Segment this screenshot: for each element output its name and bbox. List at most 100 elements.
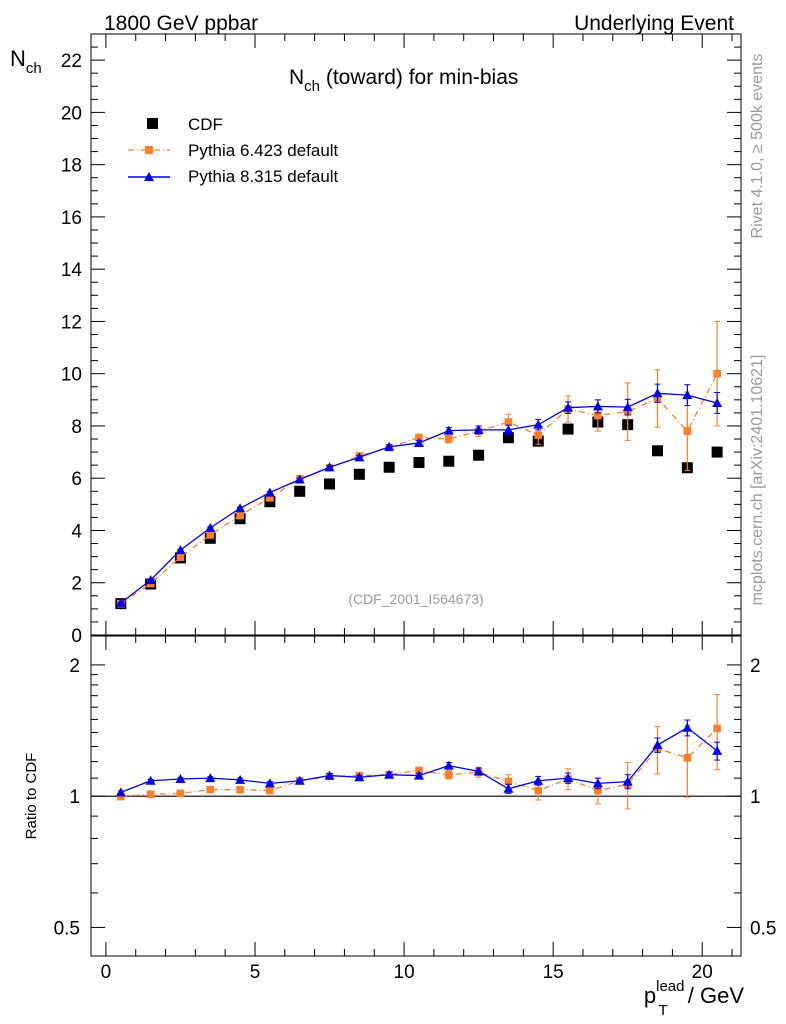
ratio-pythia-8-315-ratio-point xyxy=(533,775,544,785)
main-axes: 0 2 4 6 8 10 12 14 16 18 20 22 xyxy=(61,33,741,647)
ratio-pythia-8-315-ratio-point xyxy=(473,766,484,776)
main-pythia-8-315-default-point xyxy=(294,474,305,484)
ylabel-sub: ch xyxy=(26,60,42,77)
main-ytick-label: 6 xyxy=(71,469,82,490)
ratio-xtick-label: 5 xyxy=(250,962,261,983)
ratio-xtick-label: 15 xyxy=(543,962,564,983)
main-pythia-8-315-default-point xyxy=(682,390,693,400)
header-right-label: Underlying Event xyxy=(574,12,734,35)
main-ytick-label: 22 xyxy=(61,51,82,72)
ratio-ytick-label-right: 0.5 xyxy=(750,918,776,939)
ratio-ytick-label-right: 2 xyxy=(750,656,761,677)
main-cdf-point xyxy=(652,445,664,457)
ratio-ylabel: Ratio to CDF xyxy=(23,753,40,840)
rivet-version-label: Rivet 4.1.0, ≥ 500k events xyxy=(749,54,766,239)
ratio-pythia-8-315-ratio-point xyxy=(264,778,275,788)
main-pythia-8-315-default-point xyxy=(235,503,246,513)
main-cdf-point xyxy=(413,457,425,469)
main-ytick-label: 16 xyxy=(61,208,82,229)
main-ylabel: Nch xyxy=(10,46,42,77)
ratio-pythia-8-315-ratio-point xyxy=(563,773,574,783)
ratio-ytick-label-left: 2 xyxy=(69,656,80,677)
legend-pythia8-marker xyxy=(144,172,154,181)
ratio-pythia-8-315-ratio-point xyxy=(145,775,156,785)
main-cdf-point xyxy=(383,461,395,473)
main-cdf-point xyxy=(502,432,514,444)
main-pythia-6-423-default-point xyxy=(176,553,185,561)
main-pythia-8-315-default-point xyxy=(652,388,663,398)
title-sub: ch xyxy=(304,78,320,95)
main-ytick-label: 0 xyxy=(71,626,82,647)
ratio-pythia-6-423-ratio-point xyxy=(236,785,244,794)
title-rest: (toward) for min-bias xyxy=(320,66,518,89)
ratio-pythia-8-315-ratio-point xyxy=(324,770,335,780)
main-pythia-8-315-default-point xyxy=(533,419,544,429)
main-pythia-8-315-default-point xyxy=(622,402,633,412)
ratio-xtick-label: 10 xyxy=(394,962,415,983)
main-pythia-6-423-default-point xyxy=(236,511,244,520)
main-ytick-label: 20 xyxy=(61,103,82,124)
main-pythia-6-423-default-point xyxy=(594,411,602,420)
ratio-pythia-6-423-ratio-point xyxy=(444,770,453,779)
main-pythia-8-315-default-point xyxy=(264,487,275,497)
ratio-series-group xyxy=(115,694,723,810)
xlabel-rest: / GeV xyxy=(682,983,745,1008)
xlabel-sup: lead xyxy=(656,978,684,995)
ratio-pythia-8-315-ratio-point xyxy=(712,745,723,755)
main-pythia-8-315-default-point xyxy=(443,425,454,435)
main-pythia-6-423-default-line xyxy=(120,373,718,605)
main-pythia-8-315-default-point xyxy=(413,437,424,447)
ratio-ytick-label-right: 1 xyxy=(750,787,761,808)
ratio-pythia-6-423-ratio-point xyxy=(176,789,185,798)
xlabel-sub: T xyxy=(658,1002,667,1019)
main-pythia-6-423-default-point xyxy=(444,435,453,443)
legend-cdf-label: CDF xyxy=(188,115,223,134)
main-ytick-label: 12 xyxy=(61,312,82,333)
main-pythia-6-423-default-point xyxy=(266,494,274,502)
ratio-pythia-6-423-ratio-point xyxy=(206,785,215,794)
ratio-pythia-8-315-ratio-point xyxy=(682,722,693,732)
main-cdf-point xyxy=(324,478,336,490)
main-cdf-point xyxy=(473,449,485,461)
main-pythia-8-315-default-point xyxy=(205,522,216,532)
ratio-pythia-8-315-ratio-point xyxy=(294,775,305,785)
mcplots-source-label: mcplots.cern.ch [arXiv:2401.10621] xyxy=(749,355,766,606)
main-pythia-8-315-default-point xyxy=(175,545,186,555)
x-axis-label: plead T / GeV xyxy=(644,978,744,1019)
ratio-pythia-6-423-ratio-point xyxy=(415,766,423,775)
main-ytick-label: 4 xyxy=(71,521,82,542)
main-pythia-6-423-default-point xyxy=(206,531,215,539)
ratio-pythia-8-315-ratio-point xyxy=(354,772,365,782)
ratio-pythia-6-423-ratio-point xyxy=(594,786,602,795)
ratio-pythia-8-315-ratio-point xyxy=(115,787,126,797)
ratio-pythia-8-315-ratio-point xyxy=(503,783,514,793)
ratio-pythia-6-423-ratio-point xyxy=(713,724,721,733)
ratio-ytick-label-left: 0.5 xyxy=(54,918,80,939)
ratio-pythia-8-315-ratio-point xyxy=(175,773,186,783)
main-pythia-6-423-default-point xyxy=(713,369,721,378)
main-pythia-8-315-default-point xyxy=(324,462,335,472)
ratio-pythia-6-423-ratio-point xyxy=(534,786,543,795)
ratio-pythia-8-315-ratio-point xyxy=(443,760,454,770)
ratio-xtick-label: 20 xyxy=(692,962,713,983)
main-ytick-label: 14 xyxy=(61,260,83,281)
ratio-ytick-label-left: 1 xyxy=(69,787,80,808)
ratio-pythia-6-423-ratio-point xyxy=(683,753,692,762)
main-pythia-8-315-default-point xyxy=(145,575,156,585)
main-pythia-8-315-default-point xyxy=(563,402,574,412)
main-pythia-8-315-default-point xyxy=(384,441,395,451)
main-pythia-6-423-default-point xyxy=(504,418,513,426)
main-ytick-label: 2 xyxy=(71,574,82,595)
header-left-label: 1800 GeV ppbar xyxy=(104,12,258,35)
ratio-pythia-8-315-ratio-point xyxy=(622,776,633,786)
main-ytick-label: 8 xyxy=(71,417,82,438)
main-cdf-point xyxy=(264,496,276,508)
main-pythia-6-423-default-point xyxy=(683,427,692,435)
ratio-pythia-6-423-ratio-point xyxy=(504,777,513,786)
legend: CDF Pythia 6.423 default Pythia 8.315 de… xyxy=(128,115,339,186)
ratio-pythia-8-315-ratio-point xyxy=(205,773,216,783)
chart-title: Nch (toward) for min-bias xyxy=(289,66,518,95)
analysis-watermark: (CDF_2001_I564673) xyxy=(348,591,483,607)
legend-pythia8-label: Pythia 8.315 default xyxy=(188,167,339,186)
legend-cdf-marker xyxy=(147,118,158,129)
